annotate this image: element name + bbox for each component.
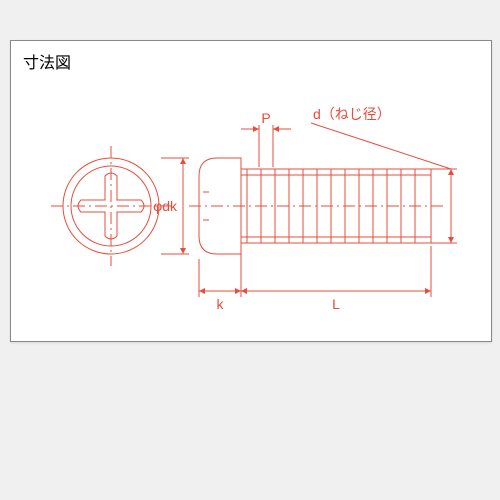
screw-side-view	[189, 158, 445, 254]
dimension-P: P	[241, 110, 291, 167]
label-P: P	[261, 110, 270, 126]
dimension-k: k	[199, 259, 241, 312]
label-k: k	[217, 296, 225, 312]
dimension-L: L	[241, 246, 431, 312]
dimension-phidk: φdk	[153, 158, 189, 254]
label-phi-dk: φdk	[153, 198, 178, 214]
diagram-card: 寸法図	[10, 40, 492, 342]
dimension-drawing: φdk k P d（ねじ径） L	[11, 41, 491, 341]
label-L: L	[332, 296, 340, 312]
label-d: d（ねじ径）	[313, 106, 391, 122]
